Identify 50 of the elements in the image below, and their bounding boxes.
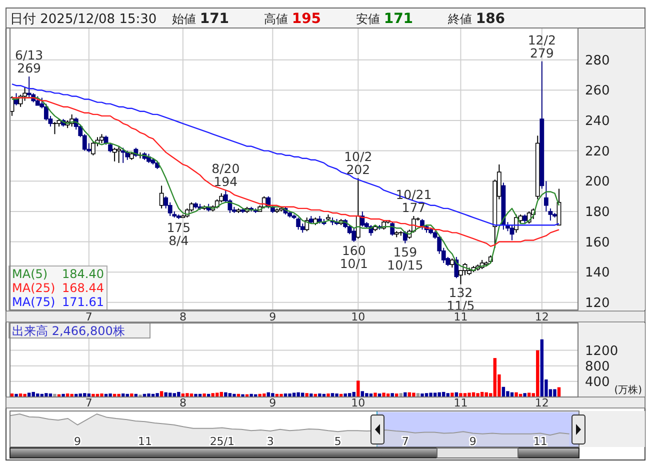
x-tick-label: 9 bbox=[469, 435, 476, 448]
x-tick-label: 8 bbox=[179, 310, 186, 324]
annotation: 12/2 279 bbox=[528, 32, 556, 60]
annotation: 175 8/4 bbox=[166, 220, 191, 248]
x-tick-label: 8 bbox=[179, 396, 186, 410]
x-tick-label: 5 bbox=[334, 435, 342, 448]
x-tick-label: 10 bbox=[351, 310, 366, 324]
x-tick-label: 7 bbox=[85, 396, 92, 410]
text: 安値 171 bbox=[356, 11, 414, 27]
y-tick-label: 1200 bbox=[585, 344, 618, 359]
y-tick-label: 140 bbox=[585, 266, 610, 281]
y-tick-label: 260 bbox=[585, 84, 610, 99]
text: MA(25) 168.44 bbox=[12, 281, 104, 295]
y-axis-title: (万株) bbox=[614, 384, 642, 396]
y-tick-label: 180 bbox=[585, 205, 610, 220]
text: 終値 186 bbox=[447, 11, 506, 27]
text: 始値 171 bbox=[172, 11, 230, 27]
x-tick-label: 11 bbox=[533, 435, 548, 448]
y-tick-label: 280 bbox=[585, 53, 610, 68]
text: MA(75) 171.61 bbox=[12, 295, 104, 309]
text: 高値 195 bbox=[264, 11, 322, 27]
y-tick-label: 160 bbox=[585, 235, 610, 250]
chart-title: 日付 2025/12/08 15:30 bbox=[10, 12, 157, 27]
x-tick-label: 25/1 bbox=[210, 435, 235, 448]
x-tick-label: 7 bbox=[85, 310, 92, 324]
y-tick-label: 400 bbox=[585, 374, 610, 390]
x-tick-label: 9 bbox=[269, 310, 276, 324]
x-tick-label: 9 bbox=[74, 435, 82, 448]
x-tick-label: 7 bbox=[402, 435, 409, 448]
annotation: 出来高 2,466,800株 bbox=[12, 324, 125, 338]
y-tick-label: 220 bbox=[585, 144, 610, 160]
annotation: 159 10/15 bbox=[387, 244, 424, 272]
x-tick-label: 11 bbox=[138, 435, 152, 448]
annotation: 6/13 269 bbox=[15, 48, 44, 76]
y-tick-label: 200 bbox=[585, 174, 610, 190]
x-tick-label: 3 bbox=[266, 435, 274, 448]
annotation: 10/2 202 bbox=[344, 149, 372, 178]
x-tick-label: 12 bbox=[534, 310, 549, 324]
x-tick-label: 10 bbox=[351, 396, 366, 410]
annotation: 160 10/1 bbox=[340, 242, 368, 271]
annotation: 10/21 177 bbox=[396, 187, 432, 215]
x-tick-label: 11 bbox=[454, 396, 468, 410]
y-tick-label: 240 bbox=[585, 114, 610, 130]
text: MA(5) 184.40 bbox=[12, 267, 104, 281]
y-tick-label: 120 bbox=[585, 296, 610, 311]
x-tick-label: 11 bbox=[454, 310, 468, 324]
x-tick-label: 12 bbox=[534, 396, 549, 410]
annotation: 8/20 194 bbox=[212, 161, 240, 190]
x-tick-label: 9 bbox=[269, 396, 276, 410]
y-tick-label: 800 bbox=[585, 359, 610, 374]
